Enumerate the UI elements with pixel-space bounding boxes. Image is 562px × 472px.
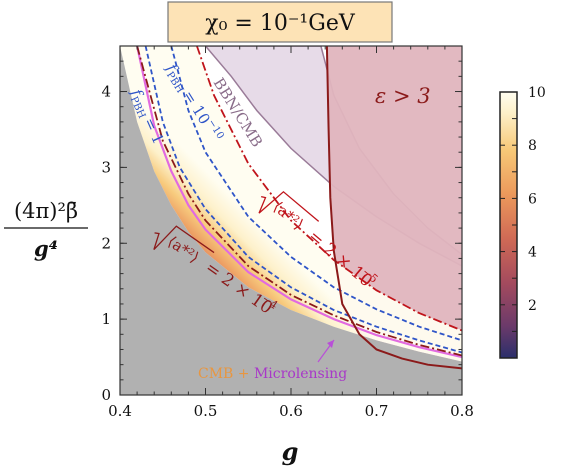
y-axis-label-num: (4π)²β̄ [14,199,78,223]
colorbar-tick-label: 4 [528,245,537,261]
x-tick-label: 0.7 [365,402,389,420]
cmb-microlensing-label: CMB + Microlensing [198,366,347,382]
excluded-gray-region [120,46,462,395]
x-tick-label: 0.6 [279,402,303,420]
chart-title: χ₀ = 10⁻¹GeV [205,11,356,36]
title-box: χ₀ = 10⁻¹GeV [167,1,393,43]
y-tick-label: 1 [101,310,111,328]
epsilon-boundary-curve [325,46,462,370]
epsilon-label: ε > 3 [375,84,431,108]
y-tick-label: 3 [101,158,111,176]
x-tick-label: 0.4 [108,402,132,420]
y-tick-label: 2 [101,234,111,252]
x-tick-label: 0.8 [450,402,474,420]
colorbar-ticks: 2 4 6 8 10 [500,85,546,332]
spin-2e-4-curve [136,46,462,357]
x-axis-label: g [282,437,299,466]
fpbh-1e-10-curve [170,46,462,342]
y-tick-label: 0 [101,386,111,404]
cmb-microlensing-arrowhead [327,340,334,348]
heat-band [120,46,462,362]
fpbh-1-curve [144,46,462,354]
axis-ticks: 0.4 0.5 0.6 0.7 0.8 0 1 2 3 4 [101,45,474,420]
cmb-microlensing-label-part: Microlensing [254,366,347,382]
cmb-microlensing-curve [136,46,462,359]
y-axis-label: (4π)²β̄ g⁴ [4,199,88,261]
colorbar-tick-label: 6 [528,191,537,207]
colorbar-tick-label: 8 [528,138,537,154]
sqrt-sign [153,225,215,254]
x-tick-label: 0.5 [194,402,218,420]
y-axis-label-den: g⁴ [34,236,58,261]
colorbar-tick-label: 2 [528,298,537,314]
colorbar-tick-label: 10 [528,85,546,101]
y-tick-label: 4 [101,83,111,101]
spin-2e-5-curve [196,46,462,332]
sqrt-sign [258,190,320,222]
